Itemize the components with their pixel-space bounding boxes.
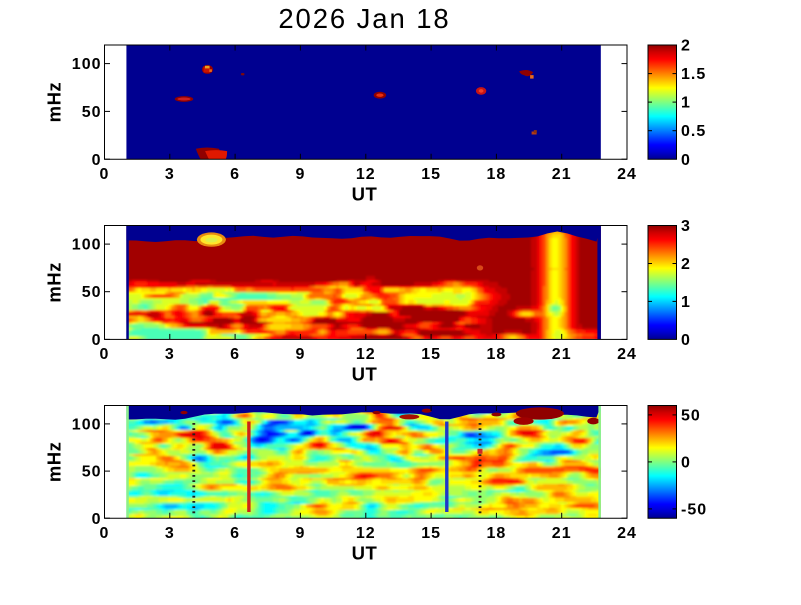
svg-text:2026 Jan 18: 2026 Jan 18 <box>278 3 450 34</box>
svg-text:18: 18 <box>487 346 507 363</box>
svg-text:6: 6 <box>230 166 240 183</box>
svg-text:0: 0 <box>681 152 691 169</box>
svg-text:50: 50 <box>82 284 102 301</box>
svg-text:15: 15 <box>421 346 441 363</box>
svg-text:12: 12 <box>356 346 376 363</box>
svg-text:24: 24 <box>617 166 637 183</box>
svg-text:3: 3 <box>165 166 175 183</box>
svg-text:9: 9 <box>295 346 305 363</box>
svg-text:mHz: mHz <box>44 262 65 303</box>
svg-text:24: 24 <box>617 346 637 363</box>
svg-text:9: 9 <box>295 166 305 183</box>
svg-text:UT: UT <box>352 363 378 384</box>
svg-text:2: 2 <box>681 38 691 55</box>
svg-text:6: 6 <box>230 346 240 363</box>
svg-text:0: 0 <box>92 332 102 349</box>
svg-text:0: 0 <box>92 152 102 169</box>
svg-text:15: 15 <box>421 166 441 183</box>
svg-text:100: 100 <box>72 237 102 254</box>
svg-text:21: 21 <box>552 346 572 363</box>
svg-text:1: 1 <box>681 294 691 311</box>
svg-text:1.5: 1.5 <box>681 66 706 83</box>
svg-text:50: 50 <box>82 104 102 121</box>
svg-text:3: 3 <box>681 218 691 235</box>
svg-text:21: 21 <box>552 166 572 183</box>
svg-text:0.5: 0.5 <box>681 123 706 140</box>
svg-text:100: 100 <box>72 56 102 73</box>
svg-text:mHz: mHz <box>44 82 65 123</box>
svg-text:0: 0 <box>681 332 691 349</box>
svg-text:3: 3 <box>165 346 175 363</box>
svg-text:18: 18 <box>487 166 507 183</box>
svg-text:2: 2 <box>681 256 691 273</box>
svg-text:1: 1 <box>681 95 691 112</box>
svg-text:UT: UT <box>352 183 378 204</box>
svg-text:12: 12 <box>356 166 376 183</box>
